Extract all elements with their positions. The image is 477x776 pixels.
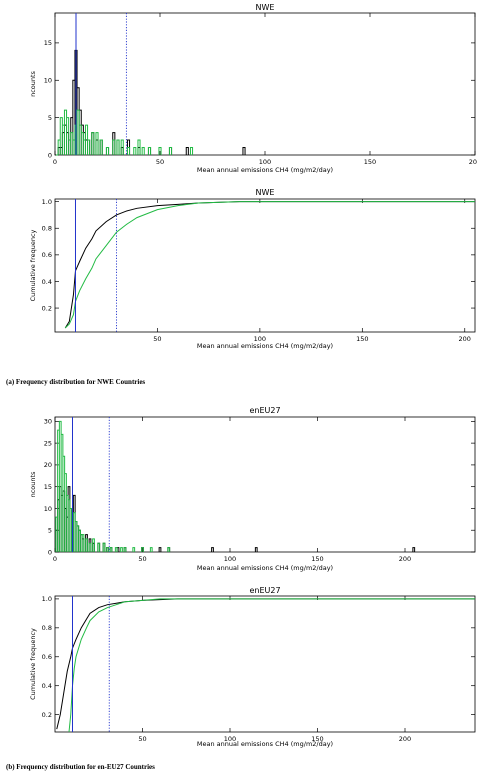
series-line-1 bbox=[56, 109, 194, 156]
y-tick-label: 0.6 bbox=[42, 653, 52, 661]
y-axis-label: Cumulative frequency bbox=[29, 229, 37, 301]
y-tick-label: 20 bbox=[44, 461, 52, 469]
y-tick-label: 1.0 bbox=[42, 198, 52, 206]
x-tick-label: 0 bbox=[53, 158, 57, 166]
y-tick-label: 5 bbox=[48, 527, 52, 535]
x-tick-label: 50 bbox=[156, 158, 164, 166]
x-tick-label: 100 bbox=[224, 735, 236, 743]
chart-title: enEU27 bbox=[249, 406, 280, 415]
y-tick-label: 0.2 bbox=[42, 711, 52, 719]
caption-b: (b) Frequency distribution for en-EU27 C… bbox=[6, 763, 155, 771]
caption-a: (a) Frequency distribution for NWE Count… bbox=[6, 378, 146, 386]
x-tick-label: 100 bbox=[259, 158, 271, 166]
x-tick-label: 50 bbox=[153, 335, 161, 343]
y-tick-label: 0.6 bbox=[42, 251, 52, 259]
series-line-0 bbox=[64, 201, 475, 329]
cumulative-nwe: NWE Mean annual emissions CH4 (mg/m2/day)… bbox=[29, 188, 476, 350]
x-tick-label: 100 bbox=[224, 555, 236, 563]
series-line-1 bbox=[64, 201, 475, 329]
cumulative-eneu27: enEU27 Mean annual emissions CH4 (mg/m2/d… bbox=[29, 586, 476, 748]
x-tick-label: 150 bbox=[356, 335, 368, 343]
y-tick-label: 5 bbox=[48, 114, 52, 122]
x-tick-label: 0 bbox=[53, 555, 57, 563]
x-tick-label: 200 bbox=[469, 158, 477, 166]
y-tick-label: 15 bbox=[44, 39, 52, 47]
x-tick-label: 150 bbox=[364, 158, 376, 166]
chart-title: NWE bbox=[256, 188, 275, 197]
y-tick-label: 0 bbox=[48, 151, 52, 159]
plot-frame bbox=[54, 595, 476, 733]
plot-frame bbox=[54, 12, 476, 156]
x-tick-label: 150 bbox=[311, 555, 323, 563]
series-line-0 bbox=[56, 49, 246, 156]
y-axis-label: ncounts bbox=[29, 70, 37, 96]
y-tick-label: 15 bbox=[44, 483, 52, 491]
x-tick-label: 50 bbox=[138, 555, 146, 563]
x-tick-label: 100 bbox=[254, 335, 266, 343]
x-tick-label: 200 bbox=[459, 335, 471, 343]
y-axis-label: ncounts bbox=[29, 471, 37, 497]
x-tick-label: 50 bbox=[138, 735, 146, 743]
y-tick-label: 0.4 bbox=[42, 278, 52, 286]
y-tick-label: 0.8 bbox=[42, 225, 52, 233]
x-axis-label: Mean annual emissions CH4 (mg/m2/day) bbox=[197, 342, 333, 350]
y-tick-label: 0.4 bbox=[42, 682, 52, 690]
plot-frame bbox=[54, 198, 476, 333]
chart-title: enEU27 bbox=[249, 586, 280, 595]
y-tick-label: 10 bbox=[44, 77, 52, 85]
series-line-1 bbox=[68, 598, 475, 733]
y-tick-label: 30 bbox=[44, 418, 52, 426]
x-axis-label: Mean annual emissions CH4 (mg/m2/day) bbox=[197, 166, 333, 174]
y-tick-label: 0.2 bbox=[42, 304, 52, 312]
series-line-0 bbox=[56, 598, 475, 730]
chart-title: NWE bbox=[256, 3, 275, 12]
x-tick-label: 200 bbox=[399, 735, 411, 743]
y-tick-label: 1.0 bbox=[42, 595, 52, 603]
x-tick-label: 150 bbox=[311, 735, 323, 743]
y-tick-label: 10 bbox=[44, 505, 52, 513]
y-tick-label: 0.8 bbox=[42, 624, 52, 632]
x-axis-label: Mean annual emissions CH4 (mg/m2/day) bbox=[197, 564, 333, 572]
y-tick-label: 25 bbox=[44, 439, 52, 447]
histogram-nwe: NWE Mean annual emissions CH4 (mg/m2/day)… bbox=[29, 3, 477, 174]
y-tick-label: 0 bbox=[48, 548, 52, 556]
x-axis-label: Mean annual emissions CH4 (mg/m2/day) bbox=[197, 740, 333, 748]
series-line-1 bbox=[55, 420, 171, 552]
histogram-eneu27: enEU27 Mean annual emissions CH4 (mg/m2/d… bbox=[29, 406, 476, 572]
x-tick-label: 200 bbox=[399, 555, 411, 563]
plot-frame bbox=[54, 416, 476, 553]
y-axis-label: Cumulative frequency bbox=[29, 628, 37, 700]
